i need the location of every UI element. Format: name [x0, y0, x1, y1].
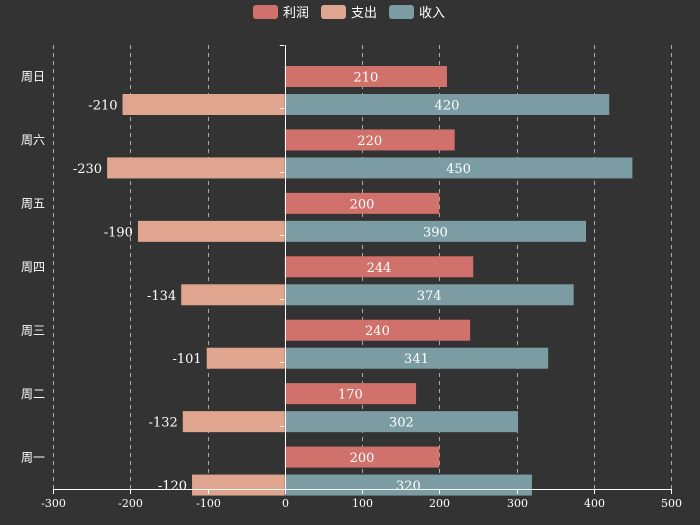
bar-income[interactable]: [284, 284, 574, 306]
legend-label: 收入: [419, 6, 445, 21]
bar-income[interactable]: [284, 94, 610, 115]
bar-expense[interactable]: [137, 220, 285, 242]
data-label-income: 302: [389, 416, 414, 431]
bar-profit[interactable]: [284, 256, 474, 278]
data-label-expense: -190: [104, 225, 133, 240]
data-label-income: 450: [446, 162, 471, 177]
bar-expense[interactable]: [122, 94, 285, 115]
axes: 周一 周二 周三 周四 周五 周六 周日 -300 -200 -100 0 100 200 300 400 5…: [21, 45, 682, 510]
data-label-expense: -120: [158, 479, 187, 494]
data-label-profit: 244: [367, 261, 392, 276]
legend-item[interactable]: 利润: [253, 5, 309, 21]
x-tick-label: -100: [196, 497, 221, 510]
data-label-profit: 170: [338, 388, 363, 403]
bar-income[interactable]: [284, 474, 532, 496]
bar-income[interactable]: [284, 157, 633, 179]
bar-expense[interactable]: [182, 411, 285, 433]
category-label: 周日: [21, 70, 45, 84]
data-label-income: 320: [396, 479, 421, 494]
data-label-profit: 210: [353, 71, 378, 86]
x-tick-label: 300: [507, 497, 528, 510]
category-label: 周一: [21, 450, 45, 464]
data-label-expense: -101: [173, 352, 202, 367]
data-label-expense: -134: [147, 289, 176, 304]
legend-label: 利润: [283, 6, 309, 21]
legend-swatch: [389, 5, 414, 19]
category-label: 周五: [21, 197, 45, 211]
bar-profit[interactable]: [284, 446, 440, 468]
bar-profit[interactable]: [284, 383, 417, 405]
data-label-expense: -132: [149, 416, 178, 431]
data-label-income: 374: [417, 289, 442, 304]
data-label-expense: -210: [88, 99, 117, 114]
x-tick-label: -200: [118, 497, 143, 510]
data-label-profit: 200: [350, 451, 375, 466]
legend-label: 支出: [351, 6, 377, 21]
bar-income[interactable]: [284, 411, 519, 433]
x-tick-label: 400: [584, 497, 605, 510]
bar-income[interactable]: [284, 220, 587, 242]
bar-profit[interactable]: [284, 66, 447, 87]
category-label: 周四: [21, 260, 45, 274]
data-label-income: 341: [404, 352, 429, 367]
bar-profit[interactable]: [284, 319, 471, 341]
data-label-profit: 240: [365, 324, 390, 339]
bars: 200 -120 320 170 -132 302 240 -101 341 244 -134 374…: [73, 66, 633, 496]
category-label: 周六: [21, 133, 45, 147]
data-label-expense: -230: [73, 162, 102, 177]
x-tick-label: 500: [661, 497, 682, 510]
bar-expense[interactable]: [181, 284, 285, 306]
bar-expense[interactable]: [107, 157, 285, 179]
category-label: 周三: [21, 323, 45, 337]
bar-expense[interactable]: [192, 474, 285, 496]
bar-profit[interactable]: [284, 129, 455, 151]
data-label-profit: 200: [350, 197, 375, 212]
x-tick-label: 200: [429, 497, 450, 510]
x-tick-label: 100: [352, 497, 373, 510]
category-label: 周二: [21, 387, 45, 401]
data-label-income: 390: [423, 225, 448, 240]
x-tick-label: 0: [282, 497, 289, 510]
legend-item[interactable]: 收入: [389, 5, 445, 21]
legend-swatch: [321, 5, 346, 19]
bar-profit[interactable]: [284, 192, 440, 214]
x-tick-label: -300: [41, 497, 66, 510]
data-label-income: 420: [435, 99, 460, 114]
data-label-profit: 220: [357, 134, 382, 149]
bar-expense[interactable]: [206, 347, 285, 369]
bar-income[interactable]: [284, 347, 549, 369]
legend-item[interactable]: 支出: [321, 5, 377, 21]
legend-swatch: [253, 5, 278, 19]
legend[interactable]: 利润 支出 收入: [253, 5, 445, 21]
